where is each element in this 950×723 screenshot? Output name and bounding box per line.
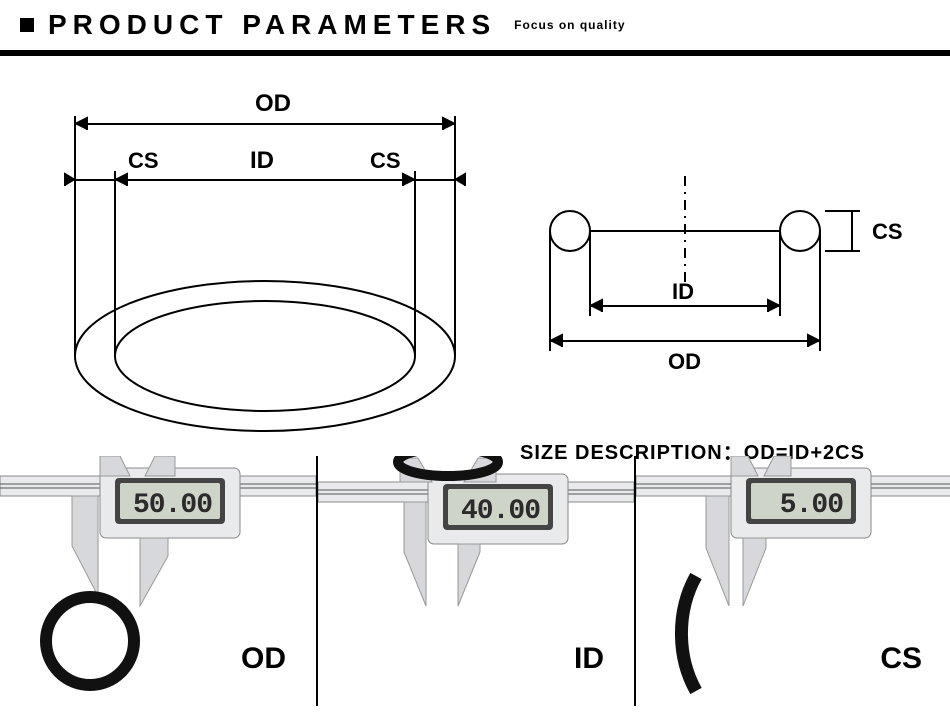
label-cs-right: CS xyxy=(370,148,401,173)
label-cs-left: CS xyxy=(128,148,159,173)
oring-outer-ellipse xyxy=(75,281,455,431)
label-od-cross: OD xyxy=(668,349,701,374)
caliper-id: 40.00 ID xyxy=(318,456,636,706)
caliper-od-reading: 50.00 xyxy=(133,490,212,521)
label-id-top: ID xyxy=(250,147,274,174)
oring-cs-sample xyxy=(681,576,696,691)
label-id-cross: ID xyxy=(672,279,694,304)
diagram-area: OD ID CS CS CS ID OD SIZE DESCRIPTION：OD… xyxy=(0,56,950,456)
header-bullet xyxy=(20,18,34,32)
page-subtitle: Focus on quality xyxy=(514,18,625,32)
label-cs-cross: CS xyxy=(872,219,903,244)
caliper-od: 50.00 OD xyxy=(0,456,318,706)
cross-circle-right xyxy=(780,211,820,251)
label-od-top: OD xyxy=(255,90,291,117)
cross-circle-left xyxy=(550,211,590,251)
caliper-od-label: OD xyxy=(241,642,286,676)
caliper-cs: 5.00 CS xyxy=(636,456,950,706)
caliper-cs-reading: 5.00 xyxy=(780,490,843,521)
oring-inner-ellipse xyxy=(115,301,415,411)
oring-od-sample xyxy=(46,597,134,685)
caliper-row: 50.00 OD 40.00 xyxy=(0,456,950,706)
caliper-id-reading: 40.00 xyxy=(461,496,540,527)
page-title: PRODUCT PARAMETERS xyxy=(48,9,496,41)
caliper-cs-label: CS xyxy=(880,642,922,676)
caliper-id-label: ID xyxy=(574,642,604,676)
dimension-diagrams: OD ID CS CS CS ID OD xyxy=(0,56,950,456)
header-bar: PRODUCT PARAMETERS Focus on quality xyxy=(0,0,950,56)
